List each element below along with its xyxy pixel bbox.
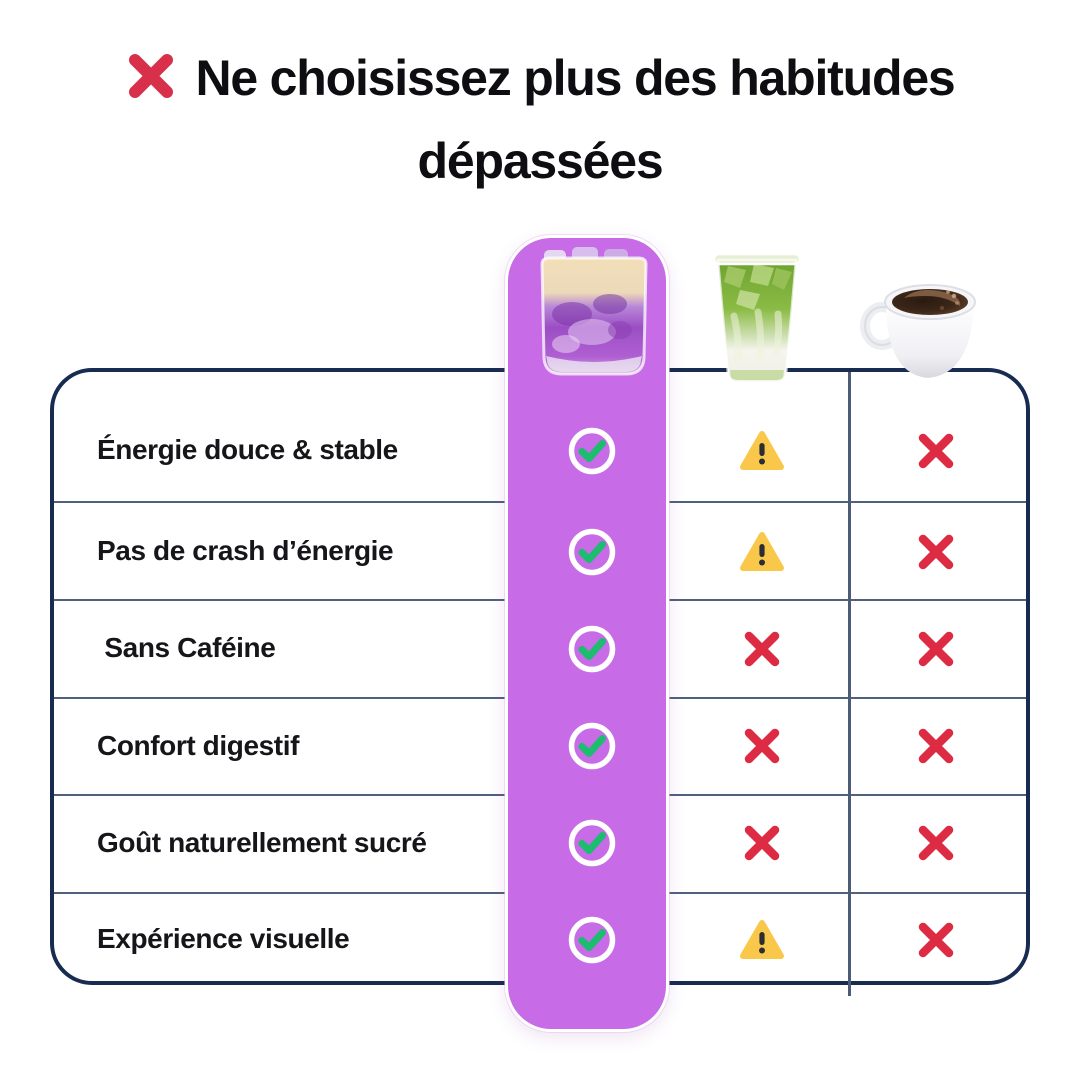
cell-purple-energie: [566, 425, 618, 477]
cell-coffee-cafeine: [910, 623, 962, 675]
cell-matcha-crash: [736, 526, 788, 578]
cell-coffee-digestif: [910, 720, 962, 772]
purple-latte-glass-image: [540, 247, 648, 376]
cell-matcha-cafeine: [736, 623, 788, 675]
row-label-crash: Pas de crash d’énergie: [97, 535, 394, 566]
cell-matcha-energie: [736, 425, 788, 477]
cell-matcha-gout: [736, 817, 788, 869]
row-label-energie: Énergie douce & stable: [97, 434, 398, 465]
column-divider: [848, 372, 851, 996]
black-coffee-cup-image: [860, 284, 976, 378]
cell-matcha-experience: [736, 914, 788, 966]
cell-purple-cafeine: [566, 623, 618, 675]
cell-matcha-digestif: [736, 720, 788, 772]
title-line-2: dépassées: [417, 133, 664, 189]
row-label-experience: Expérience visuelle: [97, 923, 350, 954]
cell-coffee-energie: [910, 425, 962, 477]
row-label-gout: Goût naturellement sucré: [97, 827, 427, 858]
row-label-digestif: Confort digestif: [97, 730, 300, 761]
title-text-1: Ne choisissez plus des habitudes: [195, 50, 955, 106]
row-label-cafeine: Sans Caféine: [97, 632, 276, 663]
cell-purple-crash: [566, 526, 618, 578]
iced-matcha-latte-cup-image: [712, 252, 802, 384]
title-line-1: Ne choisissez plus des habitudes: [0, 40, 1080, 123]
cell-purple-gout: [566, 817, 618, 869]
cross-mark-icon: [125, 47, 177, 123]
page-title: Ne choisissez plus des habitudes dépassé…: [0, 40, 1080, 199]
cell-purple-experience: [566, 914, 618, 966]
cell-coffee-experience: [910, 914, 962, 966]
cell-coffee-gout: [910, 817, 962, 869]
cell-purple-digestif: [566, 720, 618, 772]
cell-coffee-crash: [910, 526, 962, 578]
